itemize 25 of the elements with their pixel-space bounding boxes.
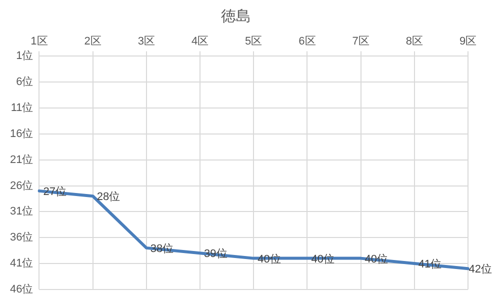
y-tick-label: 11位 <box>10 102 34 114</box>
data-label: 28位 <box>96 191 120 204</box>
data-label: 40位 <box>258 253 281 266</box>
y-tick-label: 1位 <box>16 50 34 62</box>
y-tick-label: 31位 <box>10 206 34 218</box>
x-tick-label: 6区 <box>298 36 316 48</box>
data-label: 39位 <box>204 248 228 260</box>
y-tick-label: 36位 <box>10 232 34 244</box>
data-label: 40位 <box>311 253 334 266</box>
x-tick-label: 9区 <box>459 36 477 48</box>
y-tick-label: 26位 <box>10 180 34 192</box>
x-tick-label: 4区 <box>191 36 209 48</box>
y-tick-label: 21位 <box>10 154 34 166</box>
x-tick-label: 2区 <box>84 36 102 48</box>
y-tick-label: 41位 <box>10 258 34 270</box>
y-tick-label: 46位 <box>10 283 34 296</box>
y-tick-label: 16位 <box>10 128 34 140</box>
data-label: 42位 <box>468 264 492 276</box>
x-tick-label: 8区 <box>406 36 423 48</box>
y-tick-label: 6位 <box>16 76 34 88</box>
x-tick-label: 1区 <box>30 36 48 48</box>
x-tick-label: 7区 <box>352 36 370 48</box>
chart-title: 徳島 <box>221 8 251 26</box>
x-tick-label: 5区 <box>245 36 262 48</box>
x-tick-label: 3区 <box>138 36 155 48</box>
